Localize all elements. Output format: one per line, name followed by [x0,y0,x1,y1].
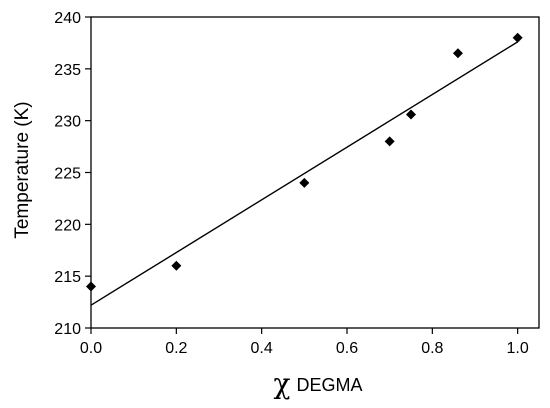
y-tick-label: 220 [54,217,81,234]
y-axis-title: Temperature (K) [12,101,33,238]
data-point [86,281,96,292]
data-point [452,48,463,59]
data-point [384,136,395,147]
y-tick-label: 235 [54,62,81,79]
x-axis-subscript: DEGMA [296,375,362,395]
x-tick-label: 0.0 [80,340,102,357]
x-axis-title: χ DEGMA [274,367,363,400]
data-point [171,260,182,271]
axes [85,16,540,334]
x-tick-label: 0.4 [251,340,273,357]
data-point [512,32,523,43]
fit-line [90,41,519,306]
fit-line-group [90,41,519,306]
data-points [86,32,523,292]
y-tick-label: 210 [54,321,81,338]
x-axis-symbol: χ [274,367,291,400]
y-tick-label: 240 [54,10,81,27]
x-tick-label: 0.6 [336,340,358,357]
x-tick-labels: 0.0 0.2 0.4 0.6 0.8 1.0 [80,340,529,357]
y-tick-label: 215 [54,269,81,286]
y-tick-label: 225 [54,166,81,183]
data-point [406,109,416,120]
data-point [299,177,310,188]
y-tick-label: 230 [54,114,81,131]
x-tick-label: 1.0 [507,340,529,357]
x-tick-label: 0.8 [421,340,443,357]
y-tick-labels: 210 215 220 225 230 235 240 [54,10,81,338]
x-tick-label: 0.2 [165,340,187,357]
plot-frame [90,16,540,329]
